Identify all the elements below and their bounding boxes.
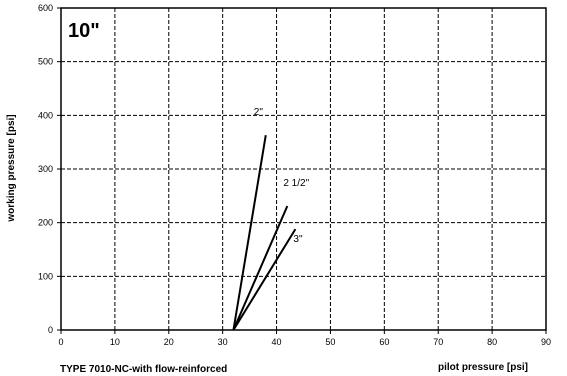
y-axis-label: working pressure [psi] <box>6 114 17 222</box>
chart-subtitle: TYPE 7010-NC-with flow-reinforced <box>60 364 227 375</box>
y-tick-label: 200 <box>38 218 53 228</box>
y-tick-label: 0 <box>48 325 53 335</box>
series-label: 3" <box>293 234 303 245</box>
x-tick-label: 60 <box>379 337 389 347</box>
y-tick-label: 600 <box>38 3 53 13</box>
y-tick-label: 100 <box>38 271 53 281</box>
x-tick-label: 30 <box>218 337 228 347</box>
grid <box>61 8 546 330</box>
series-label: 2 1/2" <box>283 178 309 189</box>
y-tick-label: 400 <box>38 110 53 120</box>
x-tick-label: 10 <box>110 337 120 347</box>
series-line <box>232 228 297 331</box>
y-tick-label: 300 <box>38 164 53 174</box>
y-tick-label: 500 <box>38 57 53 67</box>
series-labels: 2" 2 1/2" 3" <box>254 107 310 245</box>
series-line <box>232 205 289 331</box>
x-tick-label: 40 <box>272 337 282 347</box>
x-tick-label: 50 <box>325 337 335 347</box>
x-tick-label: 90 <box>541 337 551 347</box>
chart-title: 10" <box>68 20 100 42</box>
x-tick-label: 0 <box>58 337 63 347</box>
series-lines <box>232 135 297 331</box>
tick-labels: 0 10 20 30 40 50 60 70 80 90 0 100 200 300 400 500 600 <box>38 3 551 347</box>
series-label: 2" <box>254 107 264 118</box>
x-tick-label: 20 <box>164 337 174 347</box>
series-line <box>232 135 267 331</box>
x-tick-label: 80 <box>487 337 497 347</box>
x-axis-label: pilot pressure [psi] <box>438 362 528 373</box>
x-tick-label: 70 <box>433 337 443 347</box>
